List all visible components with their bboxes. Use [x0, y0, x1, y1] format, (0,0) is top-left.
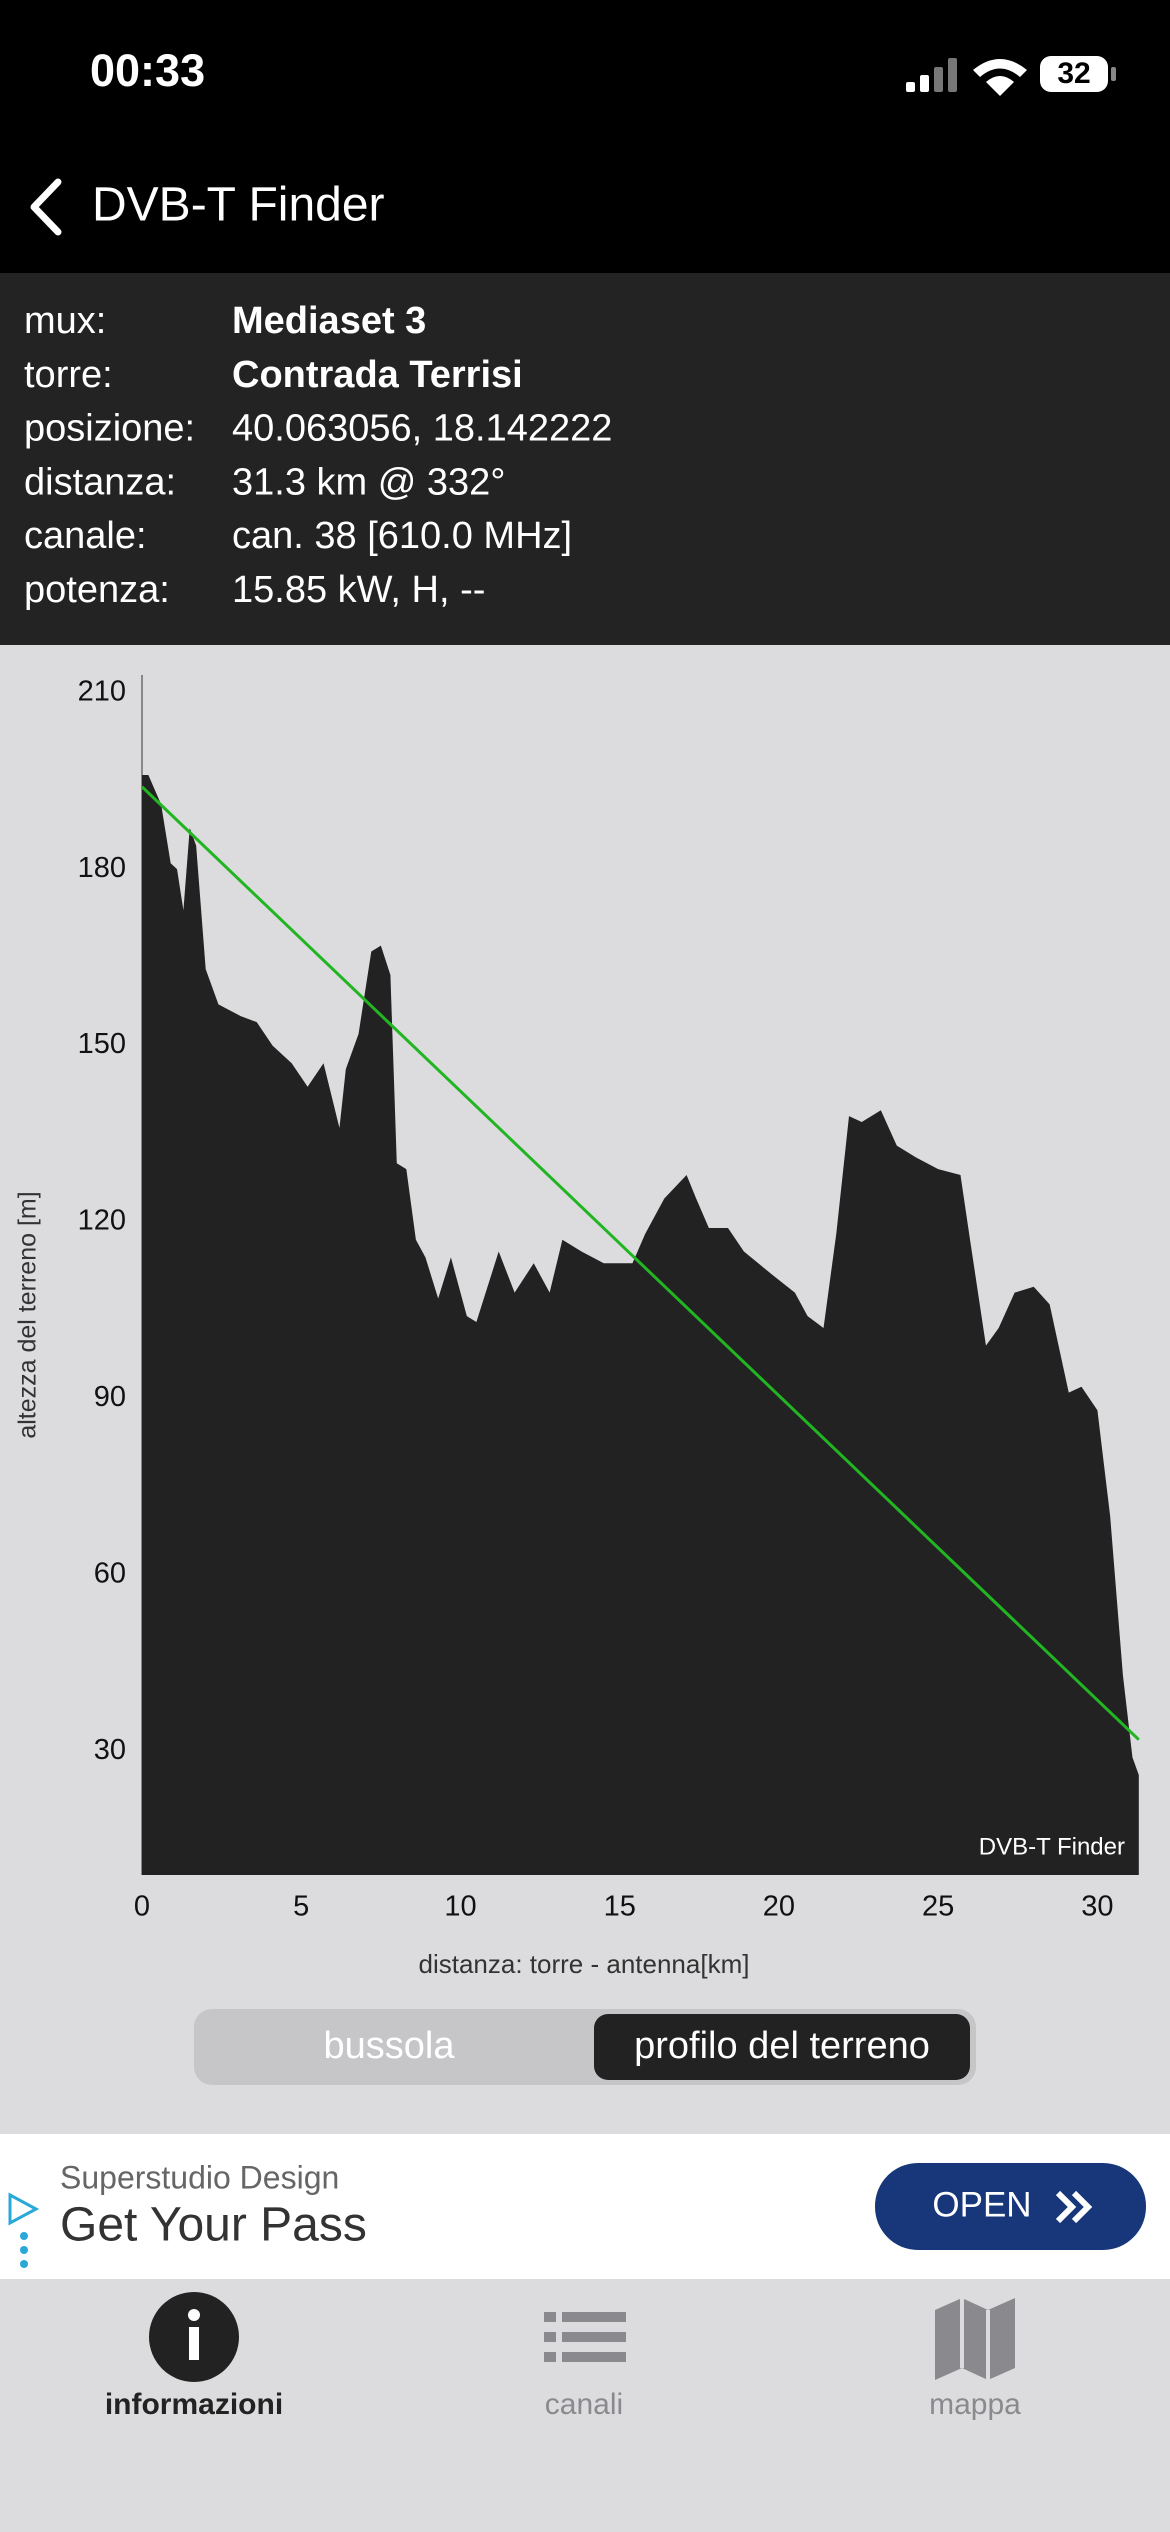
info-label: posizione: — [24, 408, 195, 450]
y-tick-label: 60 — [94, 1558, 126, 1590]
tab-label: canali — [545, 2388, 623, 2421]
y-tick-label: 30 — [94, 1734, 126, 1766]
ad-headline: Get Your Pass — [60, 2199, 367, 2252]
y-tick-label: 120 — [78, 1205, 126, 1237]
info-label: mux: — [24, 300, 106, 342]
info-value: 40.063056, 18.142222 — [232, 408, 612, 450]
terrain-area — [142, 775, 1139, 1875]
ad-menu[interactable] — [20, 2232, 28, 2268]
ad-button-label: OPEN — [932, 2185, 1031, 2224]
segment-label: profilo del terreno — [634, 2025, 930, 2067]
tab-label: mappa — [929, 2388, 1021, 2421]
y-tick-label: 90 — [94, 1381, 126, 1413]
y-axis-label: altezza del terreno [m] — [14, 1191, 42, 1438]
info-value: Mediaset 3 — [232, 300, 426, 342]
ad-button-icon — [1055, 2190, 1093, 2224]
x-tick-label: 5 — [293, 1891, 309, 1923]
ad-choices[interactable] — [8, 2192, 40, 2226]
info-label: potenza: — [24, 569, 170, 611]
nav-title: DVB-T Finder — [92, 179, 385, 232]
info-value: can. 38 [610.0 MHz] — [232, 515, 572, 557]
x-tick-label: 20 — [763, 1891, 795, 1923]
info-value: Contrada Terrisi — [232, 354, 523, 396]
segment-label: bussola — [324, 2025, 456, 2067]
info-value: 31.3 km @ 332° — [232, 461, 505, 503]
chart: 30 60 90 120 150 180 210 0 5 10 15 20 25 30 distanza: … — [14, 675, 1140, 1979]
info-label: distanza: — [24, 461, 176, 503]
segment-selected[interactable] — [594, 2014, 970, 2080]
info-label: canale: — [24, 515, 147, 557]
list-icon[interactable] — [544, 2312, 626, 2362]
info-panel — [0, 273, 1170, 645]
tab-labels: informazioni canali mappa — [105, 2388, 1021, 2421]
battery — [1040, 56, 1108, 92]
watermark: DVB-T Finder — [979, 1833, 1125, 1860]
ad-button[interactable] — [875, 2163, 1146, 2250]
info-icon-dot — [188, 2309, 200, 2321]
back-button[interactable] — [30, 178, 62, 236]
battery-tip — [1111, 67, 1116, 81]
top-bar — [0, 0, 1170, 273]
line-of-sight — [140, 785, 1140, 1741]
info-icon-bar — [189, 2327, 199, 2360]
y-tick-label: 150 — [78, 1028, 126, 1060]
wifi — [973, 59, 1027, 96]
x-tick-label: 0 — [134, 1891, 150, 1923]
y-tick-label: 210 — [78, 675, 126, 707]
segments: bussola profilo del terreno — [324, 2014, 970, 2080]
time: 00:33 — [90, 45, 205, 96]
map-icon-folds — [960, 2298, 990, 2380]
x-tick-label: 10 — [444, 1891, 476, 1923]
info-rows: mux: Mediaset 3 torre: Contrada Terrisi posi… — [24, 300, 612, 611]
tab-label: informazioni — [105, 2388, 283, 2421]
x-tick-label: 30 — [1081, 1891, 1113, 1923]
ad-advertiser: Superstudio Design — [60, 2159, 339, 2195]
info-label: torre: — [24, 354, 113, 396]
x-axis-label: distanza: torre - antenna[km] — [419, 1949, 750, 1979]
signal — [906, 58, 957, 92]
info-value: 15.85 kW, H, -- — [232, 569, 485, 611]
x-tick-label: 15 — [604, 1891, 636, 1923]
x-tick-label: 25 — [922, 1891, 954, 1923]
battery-level: 32 — [1057, 57, 1090, 90]
map-icon[interactable] — [935, 2298, 1015, 2380]
y-tick-label: 180 — [78, 852, 126, 884]
